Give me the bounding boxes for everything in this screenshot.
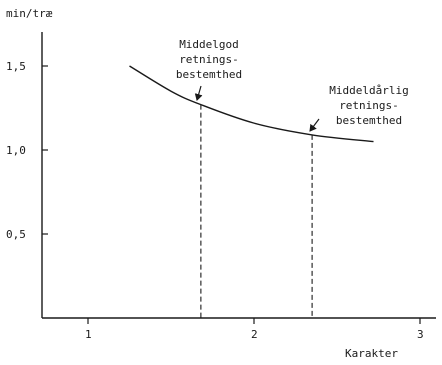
annotation-arrow <box>309 118 320 132</box>
x-axis-label: Karakter <box>345 347 398 360</box>
annotations-layer: Middelgod retnings-bestemthed Middeldårlig… <box>176 38 409 132</box>
annotation-label: bestemthed <box>336 114 402 127</box>
series-layer <box>129 65 374 143</box>
x-tick-label: 3 <box>417 328 424 341</box>
x-tick-label: 1 <box>85 328 92 341</box>
ticks-layer: 0,5 1,0 1,5 1 2 3 <box>6 60 424 341</box>
annotation-label: retnings- <box>179 53 239 66</box>
y-tick-label: 1,5 <box>6 60 26 73</box>
y-axis-label: min/træ <box>6 7 53 20</box>
annotation-label: retnings- <box>339 99 399 112</box>
y-tick-label: 1,0 <box>6 144 26 157</box>
annotation-label: bestemthed <box>176 68 242 81</box>
annotation-label: Middeldårlig <box>329 84 408 97</box>
annotation-label: Middelgod <box>179 38 239 51</box>
x-tick-label: 2 <box>251 328 258 341</box>
series-line <box>129 65 374 143</box>
reference-lines-layer <box>200 104 313 318</box>
annotation-arrow <box>194 85 203 101</box>
y-tick-label: 0,5 <box>6 228 26 241</box>
